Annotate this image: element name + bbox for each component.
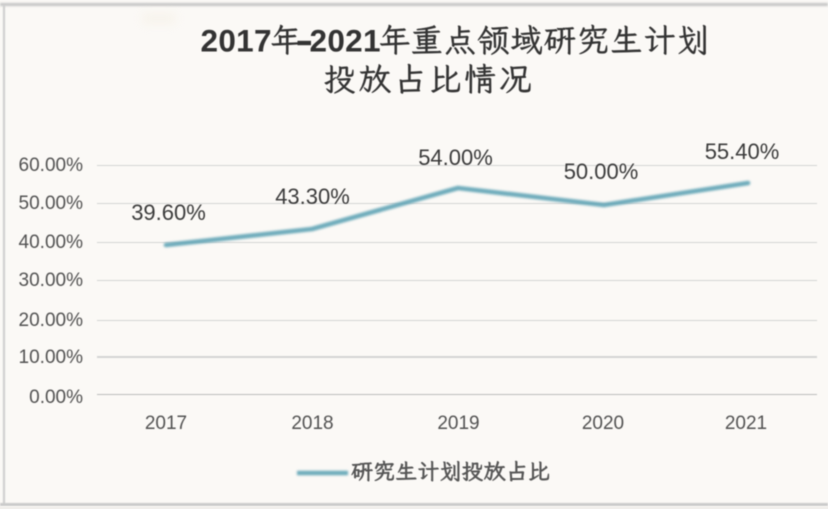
svg-text:2021: 2021 — [310, 23, 381, 59]
svg-text:2017: 2017 — [201, 23, 272, 59]
